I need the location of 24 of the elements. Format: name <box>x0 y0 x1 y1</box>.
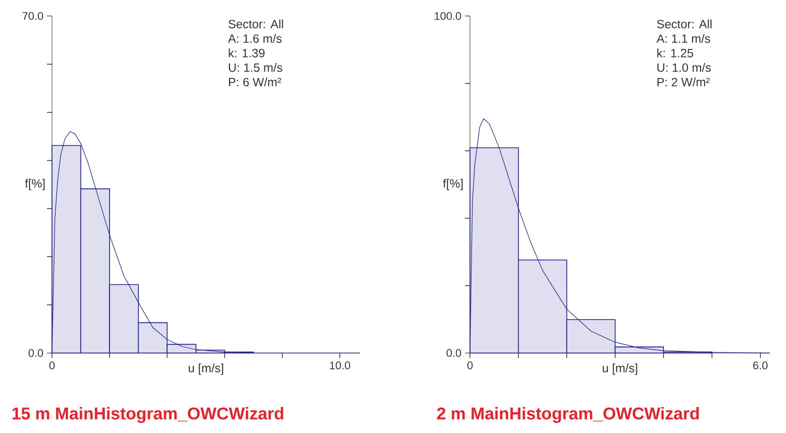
x-axis-title: u [m/s] <box>188 364 224 375</box>
x-tick-label: 6.0 <box>753 362 768 370</box>
text: 2 m MainHistogram_OWCWizard <box>437 407 699 423</box>
y-axis-title: f[%] <box>24 178 45 190</box>
annotation: P: 6 W/m² <box>228 78 282 86</box>
x-tick-label: 0 <box>467 362 473 370</box>
annotation: Sector: All <box>657 20 712 28</box>
x-tick-label: 10.0 <box>330 362 350 370</box>
text: 15 m MainHistogram_OWCWizard <box>12 407 284 423</box>
annotation: A: 1.1 m/s <box>656 34 710 43</box>
y-axis-title: f[%] <box>442 178 463 190</box>
x-tick-label: 0 <box>49 362 55 370</box>
annotation: A: 1.6 m/s <box>228 34 282 43</box>
x-axis-title: u [m/s] <box>602 364 638 375</box>
annotation: U: 1.0 m/s <box>657 63 711 72</box>
annotation: k: 1.39 <box>228 48 265 58</box>
annotation: P: 2 W/m² <box>658 78 710 86</box>
y-tick-label: 0.0 <box>28 349 44 357</box>
annotation: Sector: All <box>228 20 283 28</box>
y-tick-label: 100.0 <box>434 12 462 20</box>
annotation: U: 1.5 m/s <box>228 63 282 72</box>
y-tick-label: 70.0 <box>22 12 44 20</box>
annotation: k: 1.25 <box>657 48 694 58</box>
y-tick-label: 0.0 <box>446 349 462 357</box>
